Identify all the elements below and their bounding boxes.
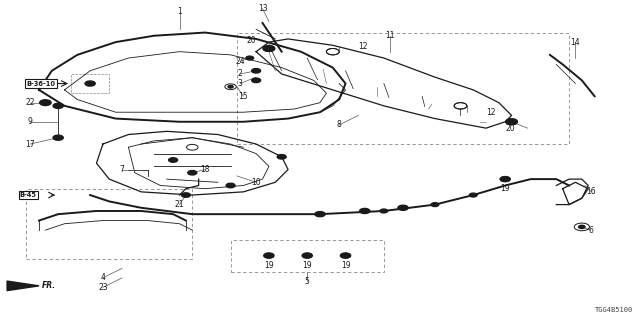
Text: 19: 19 xyxy=(500,184,510,193)
Circle shape xyxy=(341,253,350,258)
Circle shape xyxy=(40,100,51,106)
Circle shape xyxy=(360,208,370,213)
Text: 2: 2 xyxy=(238,69,243,78)
Text: 20: 20 xyxy=(246,36,256,45)
Bar xyxy=(71,74,109,93)
Circle shape xyxy=(506,119,517,124)
Text: 1: 1 xyxy=(177,7,182,16)
Circle shape xyxy=(263,46,275,51)
Text: 19: 19 xyxy=(264,261,274,270)
Text: B-45: B-45 xyxy=(20,192,36,198)
Circle shape xyxy=(340,253,351,258)
Circle shape xyxy=(431,203,439,206)
Circle shape xyxy=(85,81,95,86)
Text: 14: 14 xyxy=(571,38,580,47)
Circle shape xyxy=(246,56,253,60)
Text: 12: 12 xyxy=(486,108,495,117)
Text: 17: 17 xyxy=(25,140,35,148)
Circle shape xyxy=(53,103,63,108)
Circle shape xyxy=(579,225,585,228)
Text: 21: 21 xyxy=(175,200,184,209)
Text: 19: 19 xyxy=(340,261,350,270)
Text: FR.: FR. xyxy=(42,281,56,290)
Circle shape xyxy=(226,183,235,188)
Text: 13: 13 xyxy=(258,4,268,13)
Circle shape xyxy=(303,253,312,258)
Circle shape xyxy=(228,85,233,88)
Circle shape xyxy=(53,135,63,140)
Circle shape xyxy=(316,212,324,216)
Bar xyxy=(230,240,384,271)
Text: 8: 8 xyxy=(337,120,342,130)
Circle shape xyxy=(380,209,388,213)
Text: 4: 4 xyxy=(100,273,106,282)
Text: 18: 18 xyxy=(200,165,210,174)
Circle shape xyxy=(500,177,510,182)
Circle shape xyxy=(252,68,260,73)
Text: 19: 19 xyxy=(303,261,312,270)
Text: 3: 3 xyxy=(237,79,243,88)
Circle shape xyxy=(169,158,177,162)
Circle shape xyxy=(263,46,275,51)
Circle shape xyxy=(500,177,509,181)
Text: 12: 12 xyxy=(358,42,368,52)
Text: 24: 24 xyxy=(236,57,245,66)
Circle shape xyxy=(277,155,286,159)
Text: TGG4B5100: TGG4B5100 xyxy=(595,307,633,313)
Circle shape xyxy=(188,171,196,175)
Circle shape xyxy=(252,78,260,83)
Circle shape xyxy=(469,193,477,197)
Text: 20: 20 xyxy=(505,124,515,132)
Polygon shape xyxy=(7,281,39,291)
Text: 9: 9 xyxy=(28,117,33,126)
Text: 15: 15 xyxy=(239,92,248,101)
Text: 23: 23 xyxy=(98,283,108,292)
Text: 11: 11 xyxy=(385,31,395,40)
Circle shape xyxy=(181,193,190,197)
Circle shape xyxy=(302,253,312,258)
Circle shape xyxy=(264,253,273,258)
Circle shape xyxy=(506,119,517,124)
Circle shape xyxy=(315,212,325,217)
Text: 22: 22 xyxy=(26,98,35,107)
Text: 7: 7 xyxy=(120,165,124,174)
Circle shape xyxy=(264,253,274,258)
Text: 5: 5 xyxy=(305,276,310,285)
Text: 10: 10 xyxy=(252,178,261,187)
Circle shape xyxy=(398,205,408,210)
Text: 16: 16 xyxy=(587,188,596,196)
Bar xyxy=(26,189,192,259)
Text: 6: 6 xyxy=(588,226,593,235)
Text: B-36-10: B-36-10 xyxy=(26,81,55,86)
Bar xyxy=(237,33,569,144)
